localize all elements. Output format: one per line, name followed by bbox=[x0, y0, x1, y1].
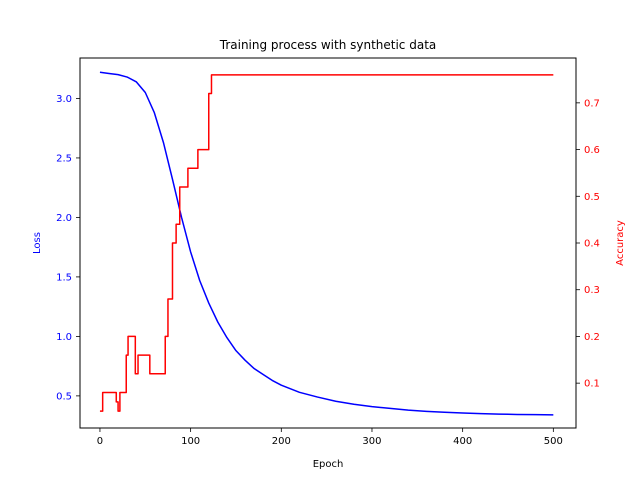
right-tick-label: 0.2 bbox=[584, 332, 600, 343]
left-tick-label: 1.0 bbox=[56, 332, 72, 343]
right-tick-label: 0.7 bbox=[584, 98, 600, 109]
left-tick-label: 2.5 bbox=[56, 153, 72, 164]
right-tick-label: 0.4 bbox=[584, 239, 600, 250]
left-tick-label: 3.0 bbox=[56, 94, 72, 105]
accuracy-series-line bbox=[99, 74, 554, 412]
series-layer bbox=[99, 71, 554, 416]
x-axis-ticks: 0 100 200 300 400 500 bbox=[97, 428, 563, 447]
x-tick-label: 100 bbox=[181, 436, 200, 447]
chart-title: Training process with synthetic data bbox=[219, 38, 437, 52]
x-tick-label: 300 bbox=[362, 436, 381, 447]
right-tick-label: 0.3 bbox=[584, 285, 600, 296]
x-tick-label: 200 bbox=[272, 436, 291, 447]
right-tick-label: 0.1 bbox=[584, 379, 600, 390]
x-axis-label: Epoch bbox=[313, 459, 344, 470]
left-tick-label: 2.0 bbox=[56, 213, 72, 224]
right-tick-label: 0.5 bbox=[584, 192, 600, 203]
left-axis-label: Loss bbox=[32, 232, 43, 254]
right-tick-label: 0.6 bbox=[584, 145, 600, 156]
left-tick-label: 1.5 bbox=[56, 272, 72, 283]
left-tick-label: 0.5 bbox=[56, 391, 72, 402]
left-axis-ticks: 0.5 1.0 1.5 2.0 2.5 3.0 bbox=[56, 94, 80, 402]
right-axis-ticks: 0.1 0.2 0.3 0.4 0.5 0.6 0.7 bbox=[576, 98, 600, 390]
right-axis-label: Accuracy bbox=[615, 220, 626, 266]
x-tick-label: 0 bbox=[97, 436, 103, 447]
loss-series-line bbox=[99, 71, 554, 416]
x-tick-label: 500 bbox=[544, 436, 563, 447]
x-tick-label: 400 bbox=[453, 436, 472, 447]
